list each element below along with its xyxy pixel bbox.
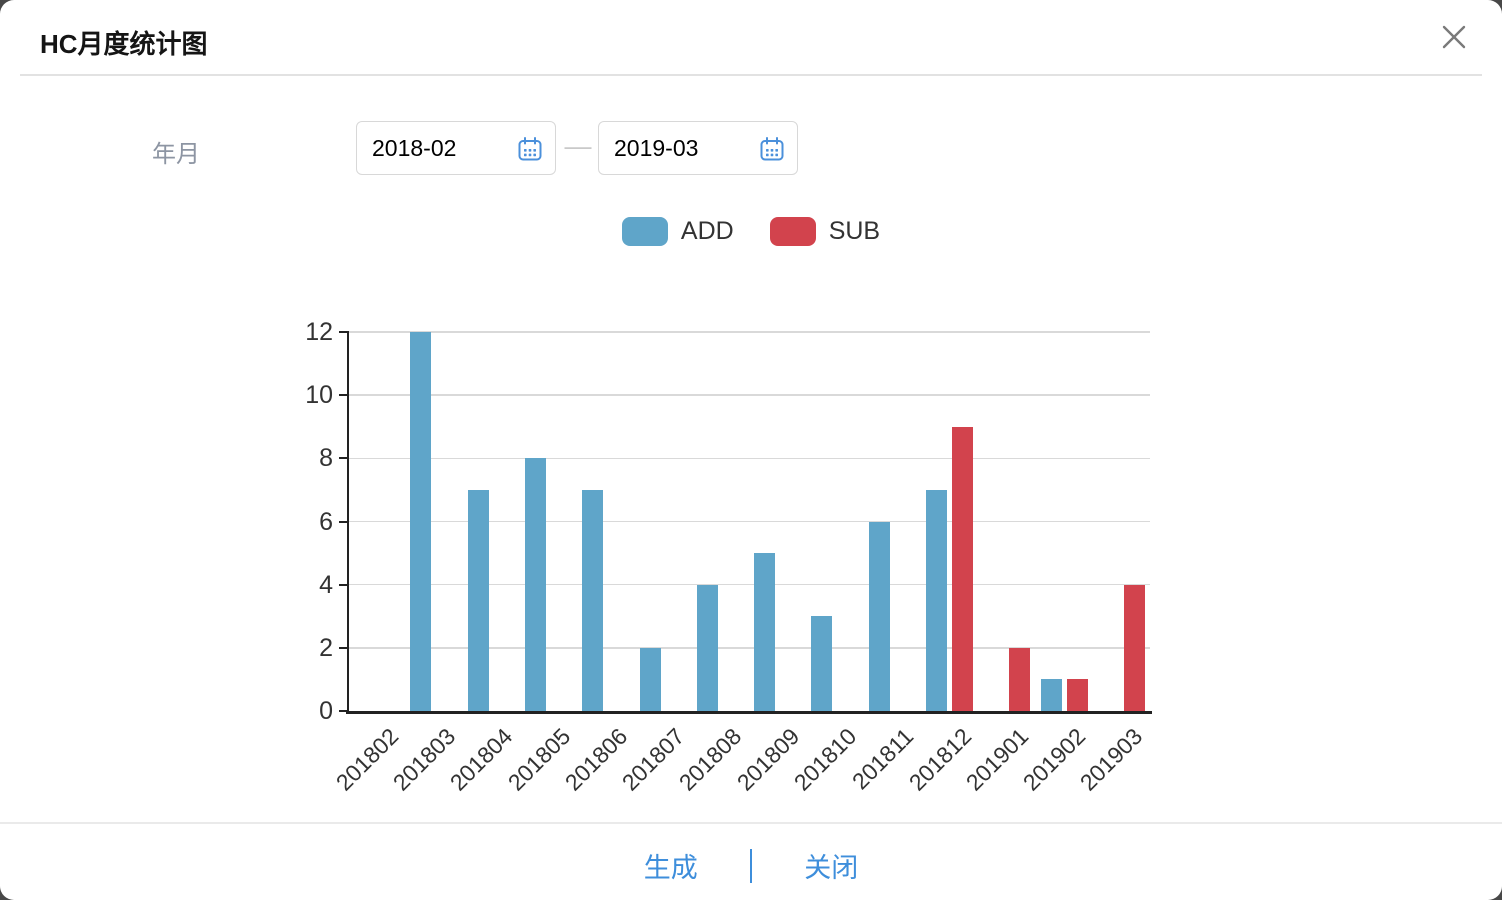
bar-add-201811 (868, 521, 890, 711)
y-axis-label: 12 (305, 318, 333, 346)
end-date-input[interactable] (599, 122, 759, 174)
y-axis-tick (339, 646, 348, 649)
generate-button[interactable]: 生成 (644, 846, 698, 885)
legend-item-sub[interactable]: SUB (769, 217, 881, 246)
y-axis-line (346, 331, 349, 713)
legend-label-sub: SUB (828, 217, 881, 245)
bar-sub-201903 (1123, 584, 1145, 711)
gridline-4 (348, 583, 1150, 586)
end-date-calendar-icon[interactable] (758, 135, 786, 168)
y-axis-tick (339, 457, 348, 460)
start-date-field[interactable] (356, 121, 556, 175)
y-axis-tick (339, 583, 348, 586)
bar-add-201808 (696, 584, 718, 711)
gridline-2 (348, 647, 1150, 649)
dialog-footer: 生成 关闭 (0, 846, 1502, 885)
bar-add-201807 (639, 647, 661, 711)
end-date-field[interactable] (598, 121, 798, 175)
header-divider (20, 74, 1482, 76)
bar-sub-201902 (1066, 679, 1088, 711)
footer-divider (0, 822, 1502, 824)
legend-swatch-sub (769, 217, 816, 246)
y-axis-label: 2 (319, 633, 333, 662)
legend-swatch-add (621, 217, 668, 246)
legend-item-add[interactable]: ADD (621, 217, 734, 246)
close-button[interactable]: 关闭 (804, 846, 858, 885)
bar-sub-201901 (1009, 647, 1031, 711)
bar-sub-201812 (952, 426, 973, 711)
bar-add-201812 (926, 489, 947, 711)
date-range-separator: — (564, 131, 592, 161)
gridline-10 (348, 394, 1150, 396)
gridline-8 (348, 457, 1150, 460)
y-axis-tick (339, 394, 348, 397)
gridline-6 (348, 520, 1150, 523)
y-axis-tick (339, 520, 348, 523)
y-axis-tick (339, 331, 348, 333)
close-icon (1439, 22, 1469, 55)
footer-button-separator (749, 848, 753, 883)
bar-add-201810 (811, 616, 833, 711)
gridline-12 (348, 331, 1150, 333)
chart-legend: ADD SUB (0, 217, 1502, 246)
bar-add-201805 (525, 458, 546, 711)
x-axis-line (346, 711, 1152, 714)
y-axis-tick (339, 710, 348, 712)
bar-add-201809 (754, 553, 776, 711)
close-dialog-button[interactable] (1436, 20, 1472, 56)
bar-add-201803 (410, 332, 432, 711)
y-axis-label: 0 (319, 697, 333, 725)
y-axis-label: 6 (319, 507, 333, 536)
y-axis-label: 4 (319, 570, 333, 599)
start-date-input[interactable] (357, 122, 517, 174)
dialog-title: HC月度统计图 (40, 29, 208, 59)
bar-add-201806 (582, 489, 604, 711)
bar-add-201804 (467, 489, 489, 711)
start-date-calendar-icon[interactable] (516, 135, 544, 168)
y-axis-label: 8 (319, 444, 333, 473)
date-range-label: 年月 (152, 141, 200, 168)
legend-label-add: ADD (680, 217, 734, 245)
y-axis-label: 10 (305, 381, 333, 410)
bar-add-201902 (1040, 679, 1062, 711)
